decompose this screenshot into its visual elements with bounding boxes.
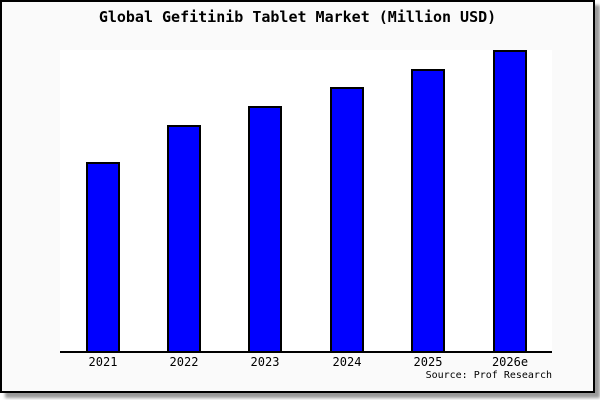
bar-2024 (330, 87, 364, 351)
plot-area (60, 50, 552, 353)
bar-2026e (493, 50, 527, 351)
x-tick-label-2021: 2021 (88, 355, 118, 369)
x-tick-label-2025: 2025 (413, 355, 443, 369)
x-tick-label-2023: 2023 (250, 355, 280, 369)
source-credit: Source: Prof Research (425, 370, 552, 381)
x-tick-label-2026e: 2026e (491, 355, 529, 369)
bar-2021 (86, 162, 120, 351)
bar-2022 (167, 125, 201, 351)
x-axis-labels: 2021 2022 2023 2024 2025 2026e (60, 355, 552, 369)
bar-2025 (411, 69, 445, 351)
chart-frame: Global Gefitinib Tablet Market (Million … (0, 0, 595, 393)
chart-title: Global Gefitinib Tablet Market (Million … (98, 8, 497, 26)
x-tick-label-2024: 2024 (332, 355, 362, 369)
bar-2023 (248, 106, 282, 351)
x-tick-label-2022: 2022 (169, 355, 199, 369)
